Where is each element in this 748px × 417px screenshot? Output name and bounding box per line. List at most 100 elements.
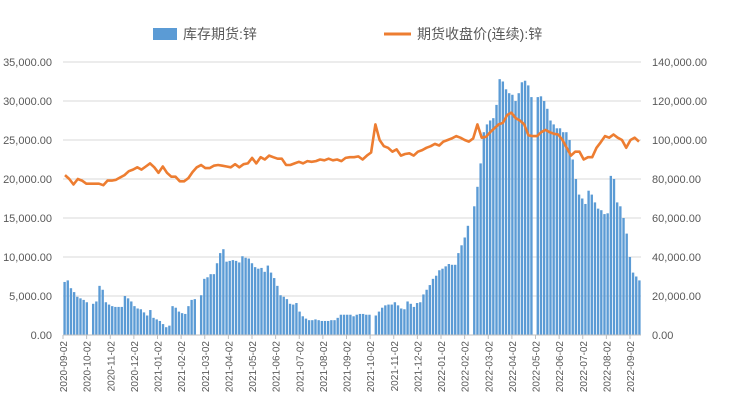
inventory-bar xyxy=(250,263,254,335)
x-tick-label: 2020-11-02 xyxy=(106,341,117,392)
inventory-bar xyxy=(377,311,381,335)
inventory-bar xyxy=(184,313,187,335)
inventory-bar xyxy=(441,268,444,335)
inventory-bar xyxy=(346,314,349,335)
inventory-bar xyxy=(606,213,609,335)
inventory-bar xyxy=(520,82,524,335)
inventory-bar xyxy=(339,314,343,335)
inventory-bar xyxy=(565,132,568,335)
inventory-bar xyxy=(508,93,511,335)
x-tick-label: 2021-02-02 xyxy=(177,341,188,393)
inventory-bar xyxy=(390,304,393,335)
inventory-bar xyxy=(495,104,498,336)
legend-bar-swatch xyxy=(153,28,177,40)
inventory-bar xyxy=(460,245,463,335)
inventory-bar xyxy=(609,175,613,335)
inventory-bar xyxy=(288,303,292,335)
inventory-bar xyxy=(628,257,632,335)
inventory-bar xyxy=(450,264,454,335)
price-line xyxy=(64,111,640,187)
inventory-bar xyxy=(298,311,301,335)
inventory-bar xyxy=(380,307,384,335)
inventory-bar xyxy=(406,301,409,335)
inventory-bar xyxy=(546,108,549,335)
inventory-bar xyxy=(466,225,470,335)
x-tick-label: 2022-03-02 xyxy=(484,341,495,393)
x-tick-label: 2021-12-02 xyxy=(413,341,424,393)
x-tick-label: 2021-11-02 xyxy=(390,341,401,392)
inventory-bar xyxy=(155,319,158,335)
legend-line-label: 期货收盘价(连续):锌 xyxy=(417,26,542,42)
inventory-bar xyxy=(511,94,514,335)
right-tick-label: 100,000.00 xyxy=(652,135,707,147)
inventory-bar xyxy=(234,260,238,335)
inventory-bar xyxy=(479,163,482,335)
inventory-bar xyxy=(612,179,616,335)
inventory-bar xyxy=(301,316,304,335)
inventory-bar xyxy=(269,272,273,335)
inventory-bar xyxy=(101,289,104,335)
inventory-bar xyxy=(317,320,320,335)
inventory-bar xyxy=(552,124,555,336)
inventory-bar xyxy=(498,79,501,335)
inventory-bar xyxy=(126,298,130,335)
inventory-bar xyxy=(174,307,177,335)
left-tick-label: 15,000.00 xyxy=(3,213,52,225)
inventory-bar xyxy=(358,313,362,335)
x-tick-label: 2020-10-02 xyxy=(83,341,94,393)
inventory-bar xyxy=(638,280,641,335)
inventory-bar xyxy=(454,264,457,335)
inventory-bar xyxy=(149,310,152,335)
inventory-bar xyxy=(587,190,590,335)
inventory-bar xyxy=(114,306,117,335)
left-tick-label: 10,000.00 xyxy=(3,252,52,264)
right-tick-label: 20,000.00 xyxy=(652,291,701,303)
inventory-bar xyxy=(273,278,276,335)
inventory-bar xyxy=(326,320,330,335)
inventory-bar xyxy=(488,120,492,335)
inventory-bar xyxy=(600,210,603,335)
inventory-bar xyxy=(168,325,171,335)
inventory-bar xyxy=(311,320,314,335)
inventory-bar xyxy=(158,320,162,335)
inventory-bar xyxy=(482,132,485,335)
inventory-bar xyxy=(492,118,495,335)
left-tick-label: 5,000.00 xyxy=(9,291,52,303)
inventory-bar xyxy=(387,304,390,335)
inventory-bar xyxy=(177,311,181,335)
inventory-bar xyxy=(98,285,101,335)
inventory-bar xyxy=(542,101,546,335)
inventory-bar xyxy=(120,306,123,335)
inventory-bar xyxy=(165,327,168,335)
left-tick-label: 25,000.00 xyxy=(3,135,52,147)
inventory-bar xyxy=(635,276,638,335)
inventory-bar xyxy=(145,315,149,335)
inventory-bar xyxy=(219,253,222,335)
right-tick-label: 60,000.00 xyxy=(652,213,701,225)
inventory-bar xyxy=(501,81,505,335)
inventory-bar xyxy=(615,202,619,335)
inventory-bar xyxy=(285,299,289,335)
inventory-bar xyxy=(320,320,324,335)
right-tick-label: 120,000.00 xyxy=(652,96,707,108)
inventory-bar xyxy=(485,124,489,336)
inventory-bar xyxy=(307,320,311,335)
inventory-bar xyxy=(409,303,412,335)
x-tick-label: 2021-09-02 xyxy=(343,341,354,393)
inventory-bar xyxy=(187,306,190,335)
right-tick-label: 140,000.00 xyxy=(652,57,707,69)
left-tick-label: 30,000.00 xyxy=(3,96,52,108)
inventory-bar xyxy=(571,159,574,335)
inventory-bar xyxy=(447,264,451,335)
inventory-bar xyxy=(577,194,581,335)
x-tick-label: 2021-07-02 xyxy=(295,341,306,393)
inventory-bar xyxy=(444,266,447,335)
inventory-bar xyxy=(457,253,460,335)
left-axis: 0.00 5,000.00 10,000.00 15,000.00 20,000.00 2… xyxy=(3,57,52,342)
legend: 库存期货:锌 期货收盘价(连续):锌 xyxy=(153,26,542,42)
inventory-bar xyxy=(238,262,241,335)
inventory-bar xyxy=(79,298,82,335)
inventory-bar xyxy=(558,128,562,335)
legend-bar-label: 库存期货:锌 xyxy=(183,26,257,42)
gridlines xyxy=(63,61,641,336)
